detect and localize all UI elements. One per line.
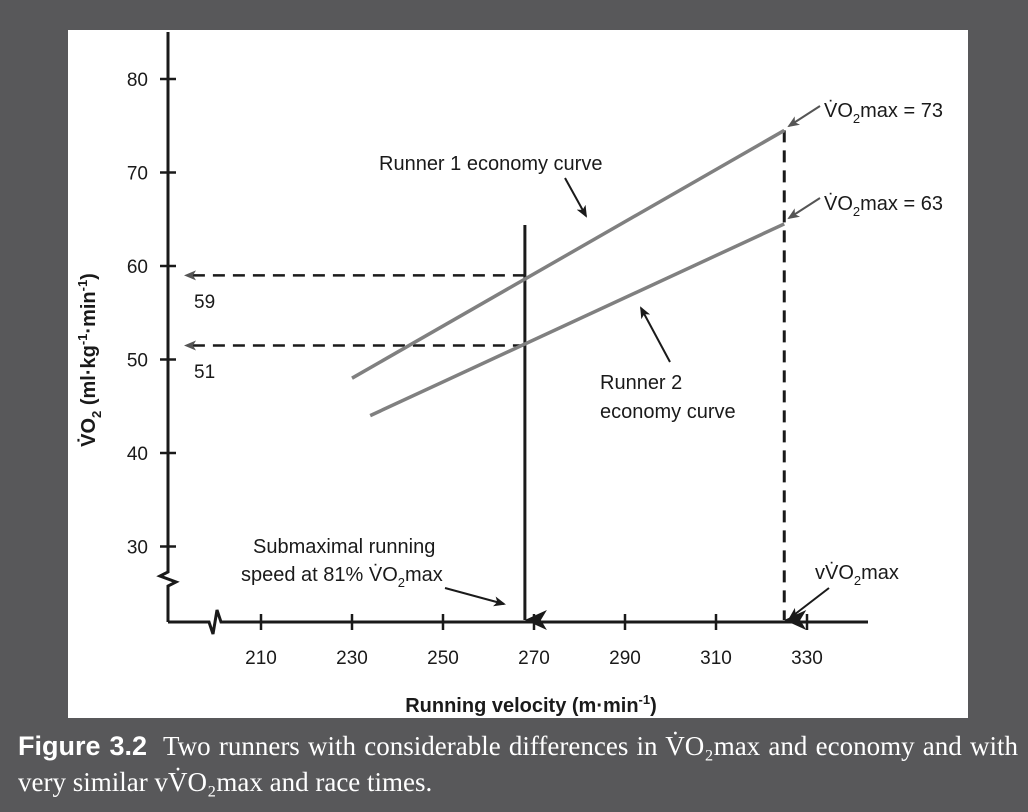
caption-label: Figure 3.2 [18, 731, 148, 761]
x-tick-label: 210 [245, 648, 277, 669]
vo2max-73-arrow [787, 105, 821, 128]
runner1-label: Runner 1 economy curve [379, 153, 602, 175]
x-axis-line [168, 609, 868, 635]
series-line-runner-2 [369, 222, 785, 418]
ref-59-label: 59 [194, 292, 215, 313]
x-tick-label: 270 [518, 648, 550, 669]
y-tick-label: 80 [127, 70, 148, 91]
caption-text: Two runners with considerable difference… [18, 731, 1018, 797]
y-axis-title: V̇O2 (ml·kg-1·min-1) [75, 273, 104, 447]
vvo2max-label: vV̇O2max [815, 562, 899, 588]
y-tick-label: 30 [127, 538, 148, 559]
x-tick-label: 290 [609, 648, 641, 669]
chart: 30 40 50 60 70 80 210 230 250 270 290 310 330 Runni… [75, 32, 943, 717]
submax-label-line2: speed at 81% V̇O2max [241, 564, 443, 590]
axes [156, 32, 868, 635]
runner2-label-line2: economy curve [600, 401, 736, 423]
y-tick-label: 70 [127, 164, 148, 185]
runner2-label-line1: Runner 2 [600, 372, 682, 394]
submax-arrow [444, 587, 506, 607]
vvo2max-arrow [788, 587, 830, 620]
x-tick-label: 250 [427, 648, 459, 669]
vo2max-63-arrow [787, 197, 821, 220]
y-tick-label: 60 [127, 257, 148, 278]
figure-caption: Figure 3.2 Two runners with considerable … [18, 728, 1018, 800]
series-line-runner-1 [351, 128, 786, 380]
x-axis-ticks: 210 230 250 270 290 310 330 [245, 614, 823, 669]
vo2max-63-label: V̇O2max = 63 [824, 193, 943, 219]
figure-panel: 30 40 50 60 70 80 210 230 250 270 290 310 330 Runni… [68, 30, 968, 718]
y-axis-ticks: 30 40 50 60 70 80 [127, 70, 176, 559]
x-axis-title: Running velocity (m·min-1) [405, 692, 657, 717]
x-tick-label: 230 [336, 648, 368, 669]
series-lines [351, 128, 786, 418]
y-tick-label: 50 [127, 351, 148, 372]
runner1-arrow [564, 177, 587, 218]
y-axis-line [156, 32, 180, 622]
submax-label-line1: Submaximal running [253, 536, 435, 558]
x-tick-label: 330 [791, 648, 823, 669]
reference-lines [184, 130, 807, 630]
y-tick-label: 40 [127, 444, 148, 465]
vo2max-73-label: V̇O2max = 73 [824, 100, 943, 126]
x-tick-label: 310 [700, 648, 732, 669]
ref-51-label: 51 [194, 362, 215, 383]
runner2-arrow [640, 306, 671, 363]
